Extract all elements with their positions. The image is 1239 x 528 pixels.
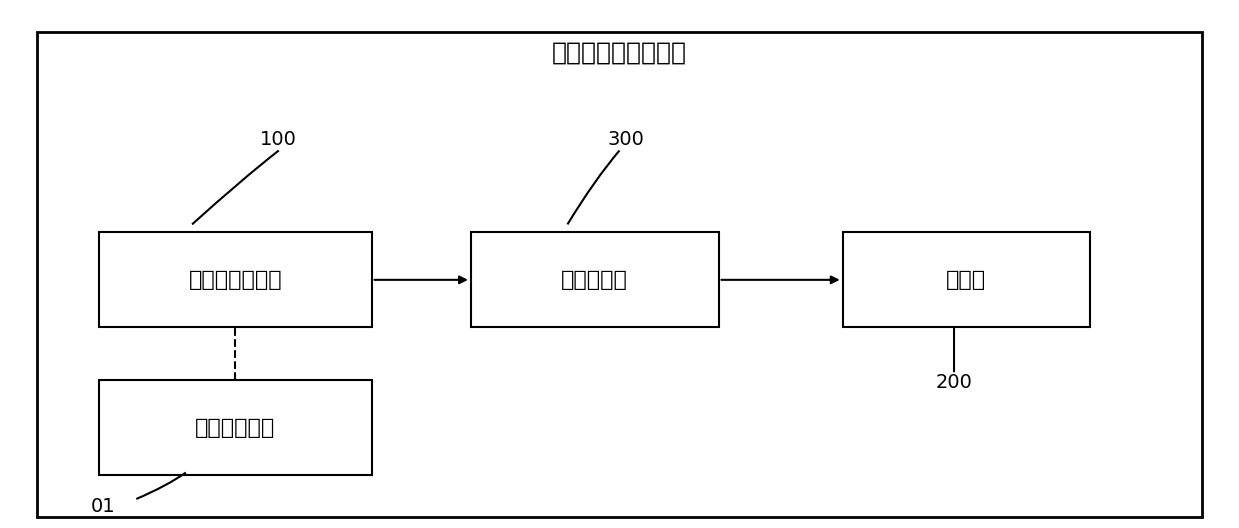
FancyBboxPatch shape — [99, 380, 372, 475]
Text: 100: 100 — [260, 130, 297, 149]
Text: 氛围灯: 氛围灯 — [947, 270, 986, 290]
Text: 车载氛围灯控制系统: 车载氛围灯控制系统 — [553, 41, 686, 65]
Text: 300: 300 — [607, 130, 644, 149]
Text: 多媒体处理装置: 多媒体处理装置 — [188, 270, 282, 290]
FancyBboxPatch shape — [99, 232, 372, 327]
Text: 车身控制器: 车身控制器 — [561, 270, 628, 290]
Text: 车载播放模块: 车载播放模块 — [196, 418, 275, 438]
Text: 01: 01 — [90, 497, 115, 516]
FancyBboxPatch shape — [471, 232, 719, 327]
FancyBboxPatch shape — [843, 232, 1090, 327]
Text: 200: 200 — [935, 373, 973, 392]
